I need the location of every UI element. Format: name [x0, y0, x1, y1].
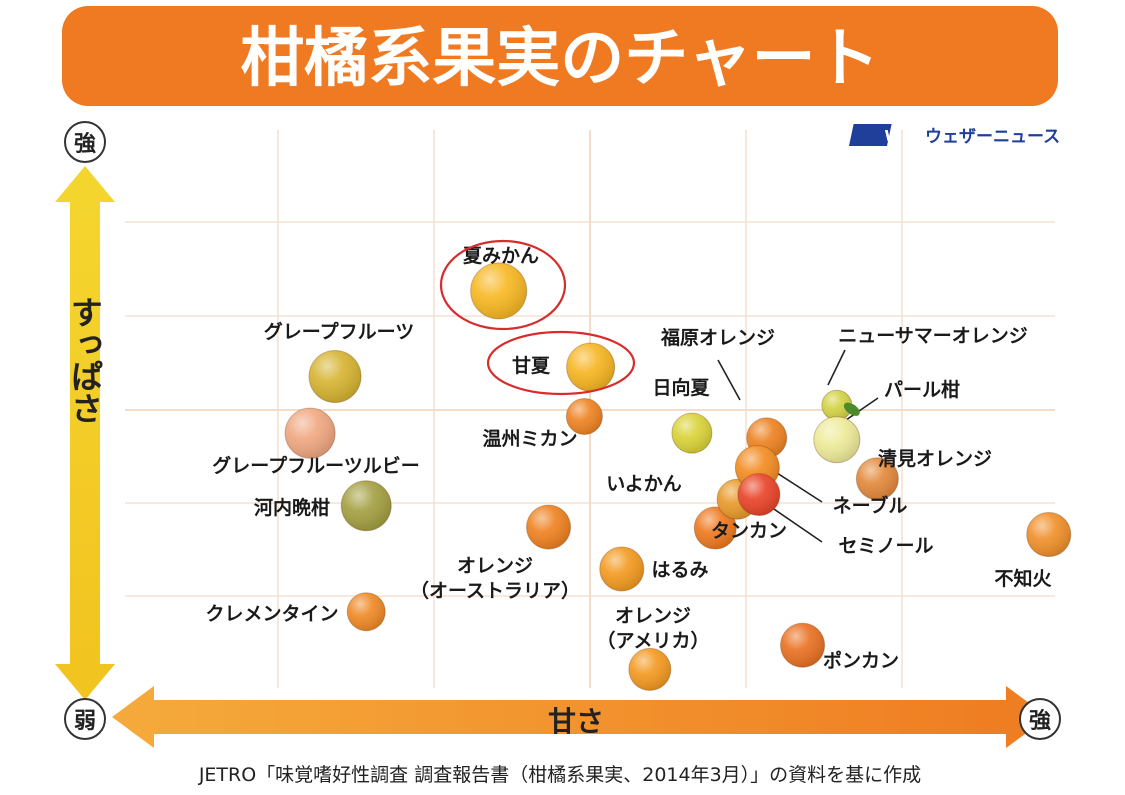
fruit-label: ポンカン — [823, 649, 899, 672]
fruit-point-shine — [694, 507, 737, 550]
fruit-point-shine — [347, 592, 386, 631]
fruit-point-shine — [341, 480, 392, 531]
fruit-point-shine — [813, 416, 860, 463]
y-high-marker: 強 — [64, 121, 106, 163]
fruit-label: いよかん — [606, 473, 682, 495]
fruit-label: オレンジ（アメリカ） — [596, 605, 709, 652]
page-title: 柑橘系果実のチャート — [240, 22, 879, 96]
leaf-icon — [843, 402, 860, 416]
chart-grid — [125, 130, 1055, 688]
fruit-point-shine — [628, 648, 671, 691]
fruit-label: 日向夏 — [652, 376, 710, 399]
title-bar — [62, 6, 1058, 106]
y-low-label: 弱 — [74, 709, 96, 734]
x-axis-label: 甘さ — [548, 705, 604, 738]
y-high-label: 強 — [74, 131, 96, 157]
y-axis-title: すっぱさ — [66, 296, 104, 424]
fruit-label: グレープフルーツ — [264, 320, 414, 343]
fruit-label: オレンジ（オーストラリア） — [410, 555, 580, 602]
fruit-label: 甘夏 — [512, 355, 551, 377]
y-low-marker: 弱 — [64, 698, 106, 740]
fruit-point-shine — [599, 546, 644, 591]
fruit-label: はるみ — [651, 559, 708, 581]
fruit-point-shine — [737, 473, 780, 516]
fruit-label: セミノール — [838, 535, 933, 557]
fruit-label: タンカン — [711, 520, 787, 542]
fruit-label: グレープフルーツルビー — [212, 454, 419, 477]
fruit-label: ネーブル — [833, 494, 908, 517]
fruit-point-shine — [566, 343, 615, 392]
brand-name: ウェザーニュース — [925, 127, 1060, 147]
y-axis-arrow — [55, 166, 115, 700]
highlight-natsumikan — [439, 239, 567, 331]
data-points — [284, 262, 1072, 691]
fruit-label: 夏みかん — [463, 245, 539, 267]
fruit-label: 不知火 — [994, 567, 1052, 590]
brand-logo-text: WN — [884, 127, 913, 145]
highlight-amanatsu — [486, 330, 636, 396]
fruit-label: クレメンタイン — [205, 603, 338, 625]
fruit-label: 清見オレンジ — [878, 447, 992, 470]
fruit-point-shine — [309, 350, 362, 403]
fruit-label: 河内晩柑 — [254, 496, 330, 519]
fruit-point-shine — [780, 623, 825, 668]
x-high-label: 強 — [1029, 708, 1051, 734]
fruit-label: ニューサマーオレンジ — [838, 325, 1028, 347]
fruit-point-shine — [566, 398, 603, 435]
fruit-point-shine — [821, 390, 852, 421]
fruit-label: 温州ミカン — [482, 428, 577, 450]
fruit-point-shine — [1026, 512, 1071, 557]
fruit-label: パール柑 — [884, 378, 960, 401]
fruit-point-shine — [285, 408, 336, 459]
brand-logo: WN ウェザーニュース — [848, 124, 1060, 147]
fruit-point-shine — [526, 505, 571, 550]
fruit-point-shine — [856, 457, 899, 500]
x-high-marker: 強 — [1019, 698, 1061, 740]
fruit-point-shine — [671, 413, 712, 454]
fruit-point-shine — [470, 262, 527, 319]
source-note: JETRO「味覚嗜好性調査 調査報告書（柑橘系果実、2014年3月）」の資料を基… — [198, 764, 921, 786]
y-axis-label: すっぱさ — [66, 296, 104, 424]
fruit-label: 福原オレンジ — [660, 326, 775, 349]
